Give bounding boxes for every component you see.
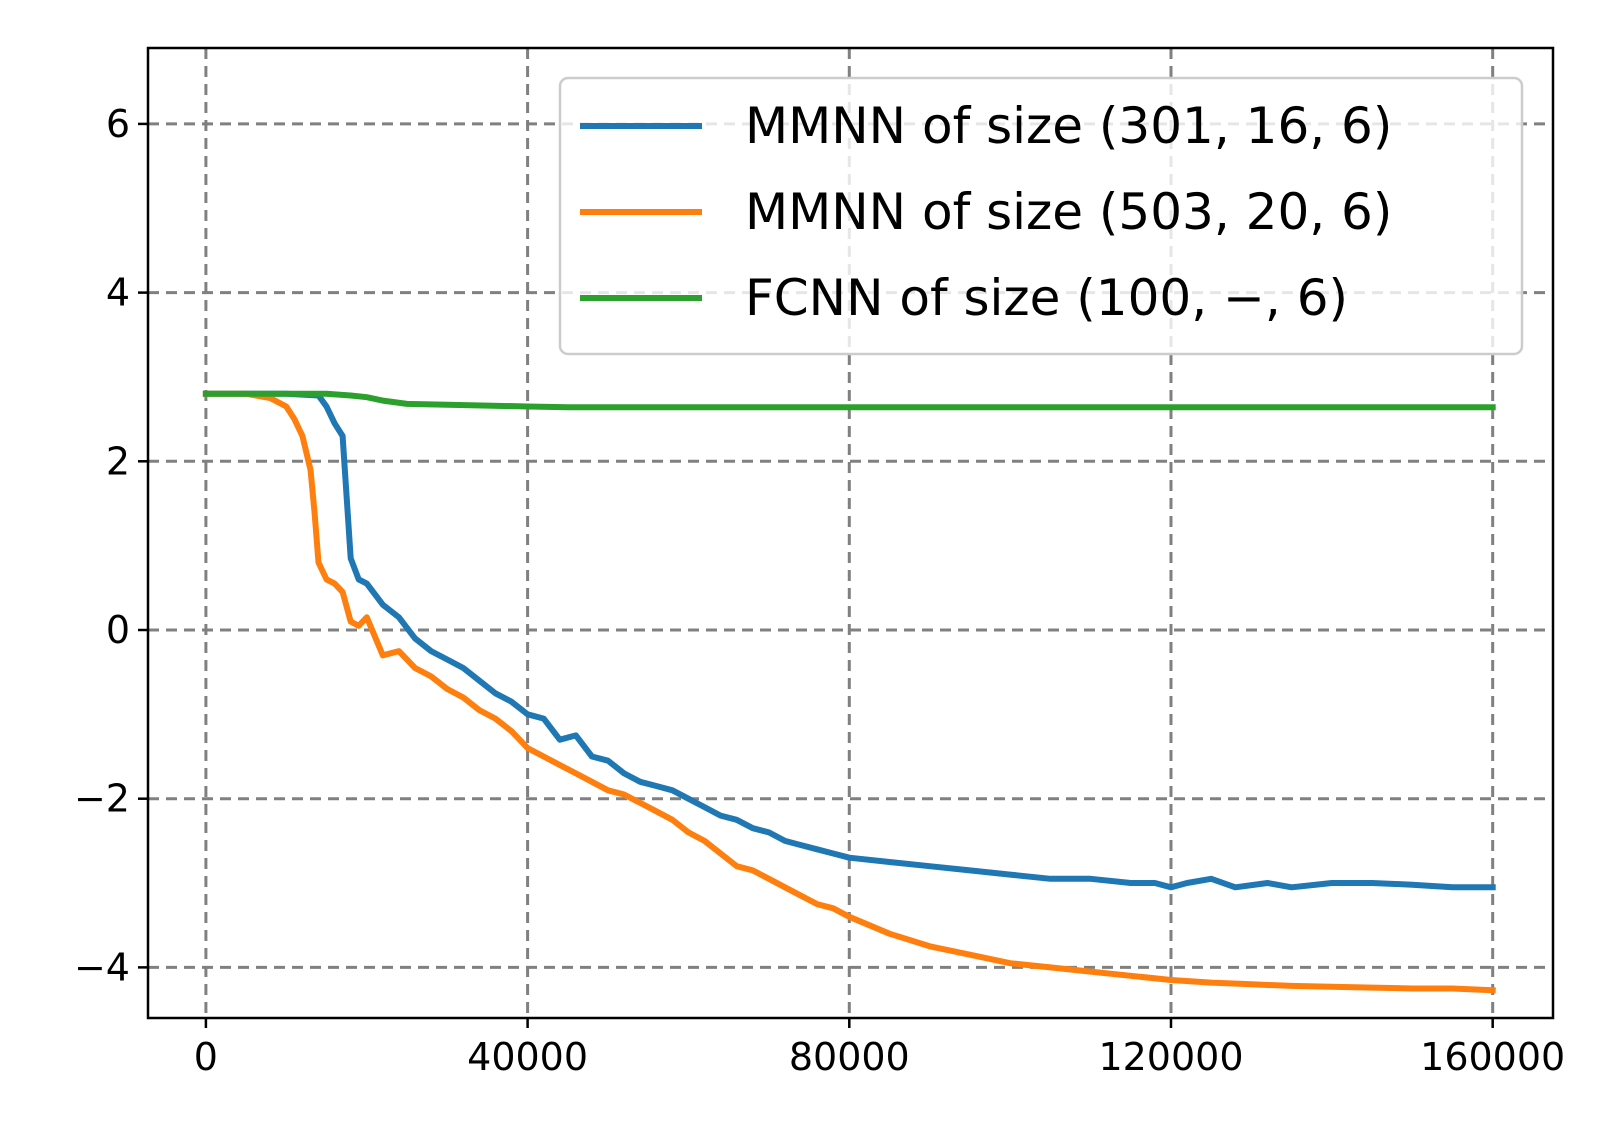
y-tick-label: 4: [106, 271, 130, 315]
series-layer: [202, 390, 1496, 994]
series-line-1: [202, 390, 1496, 891]
legend: MMNN of size (301, 16, 6) MMNN of size (5…: [558, 76, 1524, 356]
y-tick-label: −4: [74, 945, 130, 989]
x-tick-label: 0: [194, 1035, 218, 1079]
x-tick-label: 160000: [1420, 1035, 1565, 1079]
legend-box: [558, 76, 1524, 356]
legend-label-2: MMNN of size (503, 20, 6): [745, 183, 1392, 241]
y-tick-label: −2: [74, 777, 130, 821]
y-tick-label: 0: [106, 608, 130, 652]
legend-label-3: FCNN of size (100, −, 6): [745, 269, 1348, 327]
x-tick-label: 80000: [789, 1035, 910, 1079]
y-tick-label: 2: [106, 439, 130, 483]
legend-label-1: MMNN of size (301, 16, 6): [745, 97, 1392, 155]
x-tick-label: 40000: [467, 1035, 588, 1079]
series-line-2: [202, 390, 1496, 994]
y-tick-label: 6: [106, 102, 130, 146]
series-line-3: [202, 390, 1496, 411]
x-tick-label: 120000: [1098, 1035, 1243, 1079]
axis-ticks: 0 40000 80000 120000 160000 6 4 2 0 −2 −4: [74, 102, 1565, 1079]
